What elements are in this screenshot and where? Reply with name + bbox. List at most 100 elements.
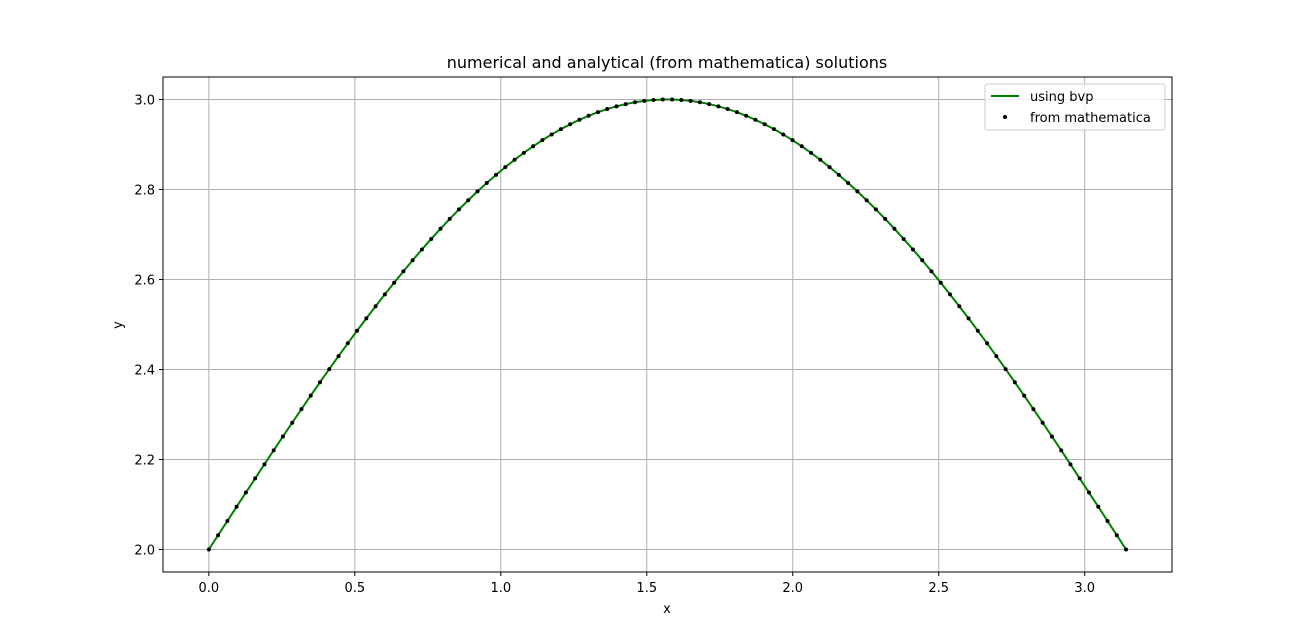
chart-title: numerical and analytical (from mathemati… bbox=[447, 53, 888, 72]
data-point-from-mathematica bbox=[910, 247, 915, 252]
data-point-from-mathematica bbox=[1114, 533, 1119, 538]
data-point-from-mathematica bbox=[253, 476, 258, 481]
axes-frame bbox=[162, 76, 1173, 573]
x-tick-label: 0.5 bbox=[344, 581, 365, 596]
data-point-from-mathematica bbox=[781, 132, 786, 137]
data-point-from-mathematica bbox=[503, 165, 508, 170]
data-point-from-mathematica bbox=[595, 110, 600, 115]
data-point-from-mathematica bbox=[642, 98, 647, 103]
data-point-from-mathematica bbox=[873, 207, 878, 212]
data-point-from-mathematica bbox=[790, 138, 795, 143]
data-point-from-mathematica bbox=[558, 127, 563, 132]
data-point-from-mathematica bbox=[846, 180, 851, 185]
data-point-from-mathematica bbox=[697, 100, 702, 105]
y-axis-ticks: 2.0 2.2 2.4 2.6 2.8 3.0 bbox=[134, 94, 163, 559]
data-point-from-mathematica bbox=[605, 107, 610, 112]
data-point-from-mathematica bbox=[549, 132, 554, 137]
data-point-from-mathematica bbox=[623, 102, 628, 107]
data-point-from-mathematica bbox=[308, 393, 313, 398]
data-point-from-mathematica bbox=[651, 98, 656, 103]
data-point-from-mathematica bbox=[892, 226, 897, 231]
data-point-from-mathematica bbox=[1012, 380, 1017, 385]
x-tick-label: 0.0 bbox=[198, 581, 219, 596]
data-point-from-mathematica bbox=[660, 97, 665, 102]
data-point-from-mathematica bbox=[373, 304, 378, 309]
data-point-from-mathematica bbox=[475, 189, 480, 194]
y-axis-label: y bbox=[111, 321, 126, 329]
data-point-from-mathematica bbox=[1077, 476, 1082, 481]
data-point-from-mathematica bbox=[985, 341, 990, 346]
data-point-from-mathematica bbox=[494, 172, 499, 177]
data-point-from-mathematica bbox=[1096, 504, 1101, 509]
data-point-from-mathematica bbox=[466, 198, 471, 203]
data-point-from-mathematica bbox=[966, 316, 971, 321]
data-point-from-mathematica bbox=[521, 150, 526, 155]
data-point-from-mathematica bbox=[438, 226, 443, 231]
data-point-from-mathematica bbox=[327, 367, 332, 372]
data-point-from-mathematica bbox=[771, 127, 776, 132]
x-tick-label: 2.5 bbox=[928, 581, 949, 596]
data-point-from-mathematica bbox=[280, 434, 285, 439]
data-point-from-mathematica bbox=[929, 269, 934, 274]
data-point-from-mathematica bbox=[734, 110, 739, 115]
data-point-from-mathematica bbox=[938, 280, 943, 285]
data-point-from-mathematica bbox=[1022, 393, 1027, 398]
data-point-from-mathematica bbox=[345, 341, 350, 346]
data-point-from-mathematica bbox=[1086, 490, 1091, 495]
data-point-from-mathematica bbox=[679, 98, 684, 103]
y-tick-label: 3.0 bbox=[134, 94, 155, 109]
data-point-from-mathematica bbox=[262, 462, 267, 467]
data-point-from-mathematica bbox=[512, 157, 517, 162]
data-point-from-mathematica bbox=[216, 533, 221, 538]
y-tick-label: 2.8 bbox=[134, 184, 155, 199]
data-point-from-mathematica bbox=[1003, 367, 1008, 372]
data-point-from-mathematica bbox=[762, 122, 767, 127]
data-point-from-mathematica bbox=[586, 113, 591, 118]
data-point-from-mathematica bbox=[614, 104, 619, 109]
y-tick-label: 2.6 bbox=[134, 274, 155, 289]
data-point-from-mathematica bbox=[318, 380, 323, 385]
data-point-from-mathematica bbox=[920, 258, 925, 263]
data-point-from-mathematica bbox=[364, 316, 369, 321]
data-point-from-mathematica bbox=[818, 157, 823, 162]
data-point-from-mathematica bbox=[836, 172, 841, 177]
data-point-from-mathematica bbox=[957, 304, 962, 309]
data-point-from-mathematica bbox=[206, 547, 211, 552]
data-point-from-mathematica bbox=[1040, 420, 1045, 425]
data-point-from-mathematica bbox=[419, 247, 424, 252]
data-point-from-mathematica bbox=[753, 117, 758, 122]
data-point-from-mathematica bbox=[975, 328, 980, 333]
data-point-from-mathematica bbox=[1049, 434, 1054, 439]
y-tick-label: 2.2 bbox=[134, 454, 155, 469]
data-point-from-mathematica bbox=[855, 189, 860, 194]
data-point-from-mathematica bbox=[484, 180, 489, 185]
data-point-from-mathematica bbox=[716, 104, 721, 109]
data-point-from-mathematica bbox=[271, 448, 276, 453]
x-axis-label: x bbox=[663, 602, 671, 617]
data-point-from-mathematica bbox=[883, 216, 888, 221]
data-point-from-mathematica bbox=[577, 117, 582, 122]
data-point-from-mathematica bbox=[1124, 547, 1129, 552]
data-point-from-mathematica bbox=[1068, 462, 1073, 467]
data-point-from-mathematica bbox=[531, 144, 536, 149]
legend-marker-from-mathematica bbox=[1003, 115, 1007, 119]
data-point-from-mathematica bbox=[299, 407, 304, 412]
data-point-from-mathematica bbox=[948, 292, 953, 297]
data-point-from-mathematica bbox=[1105, 518, 1110, 523]
data-point-from-mathematica bbox=[540, 138, 545, 143]
data-point-from-mathematica bbox=[827, 165, 832, 170]
y-tick-label: 2.0 bbox=[134, 544, 155, 559]
data-point-from-mathematica bbox=[864, 198, 869, 203]
data-point-from-mathematica bbox=[447, 216, 452, 221]
data-point-from-mathematica bbox=[901, 236, 906, 241]
x-tick-label: 3.0 bbox=[1074, 581, 1095, 596]
data-point-from-mathematica bbox=[994, 354, 999, 359]
x-tick-label: 1.5 bbox=[636, 581, 657, 596]
data-point-from-mathematica bbox=[799, 144, 804, 149]
data-point-from-mathematica bbox=[1031, 407, 1036, 412]
data-point-from-mathematica bbox=[633, 100, 638, 105]
series-line-using-bvp bbox=[208, 98, 1127, 551]
legend-label-using-bvp: using bvp bbox=[1030, 90, 1093, 105]
data-point-from-mathematica bbox=[429, 236, 434, 241]
